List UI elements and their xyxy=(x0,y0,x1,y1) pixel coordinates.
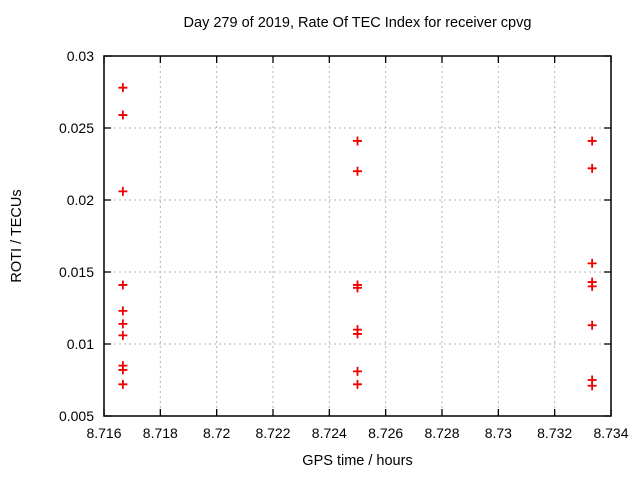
chart-title: Day 279 of 2019, Rate Of TEC Index for r… xyxy=(183,15,532,31)
data-point-marker xyxy=(587,281,597,291)
x-tick-label: 8.722 xyxy=(255,425,290,441)
data-point-marker xyxy=(353,283,362,293)
data-point-marker xyxy=(587,136,597,146)
data-point-marker xyxy=(353,379,362,389)
x-tick-label: 8.718 xyxy=(143,425,178,441)
y-tick-label: 0.015 xyxy=(59,264,94,280)
y-tick-label: 0.025 xyxy=(59,120,94,136)
x-tick-label: 8.72 xyxy=(203,425,230,441)
data-point-marker xyxy=(118,83,128,93)
y-tick-label: 0.03 xyxy=(67,48,94,64)
data-point-marker xyxy=(587,381,597,391)
data-point-marker xyxy=(118,330,128,340)
x-tick-label: 8.734 xyxy=(593,425,628,441)
x-tick-label: 8.726 xyxy=(368,425,403,441)
y-tick-label: 0.01 xyxy=(67,336,94,352)
plot-frame xyxy=(103,55,612,417)
data-point-marker xyxy=(118,306,128,316)
data-point-marker xyxy=(118,319,128,329)
x-tick-label: 8.716 xyxy=(86,425,121,441)
data-point-marker xyxy=(353,136,362,146)
x-tick-label: 8.732 xyxy=(537,425,572,441)
data-point-marker xyxy=(118,379,128,389)
data-point-marker xyxy=(118,186,128,196)
data-point-marker xyxy=(353,366,362,376)
x-axis-label: GPS time / hours xyxy=(302,453,413,469)
y-tick-label: 0.02 xyxy=(67,192,94,208)
data-point-marker xyxy=(587,163,597,173)
x-tick-label: 8.728 xyxy=(424,425,459,441)
x-tick-label: 8.724 xyxy=(312,425,347,441)
data-point-marker xyxy=(118,110,128,120)
data-point-marker xyxy=(118,280,128,290)
data-point-marker xyxy=(118,365,128,375)
data-point-marker xyxy=(587,258,597,268)
data-point-marker xyxy=(587,320,597,330)
x-tick-label: 8.73 xyxy=(485,425,512,441)
data-point-marker xyxy=(353,166,362,176)
y-tick-label: 0.005 xyxy=(59,408,94,424)
data-point-marker xyxy=(353,329,362,339)
